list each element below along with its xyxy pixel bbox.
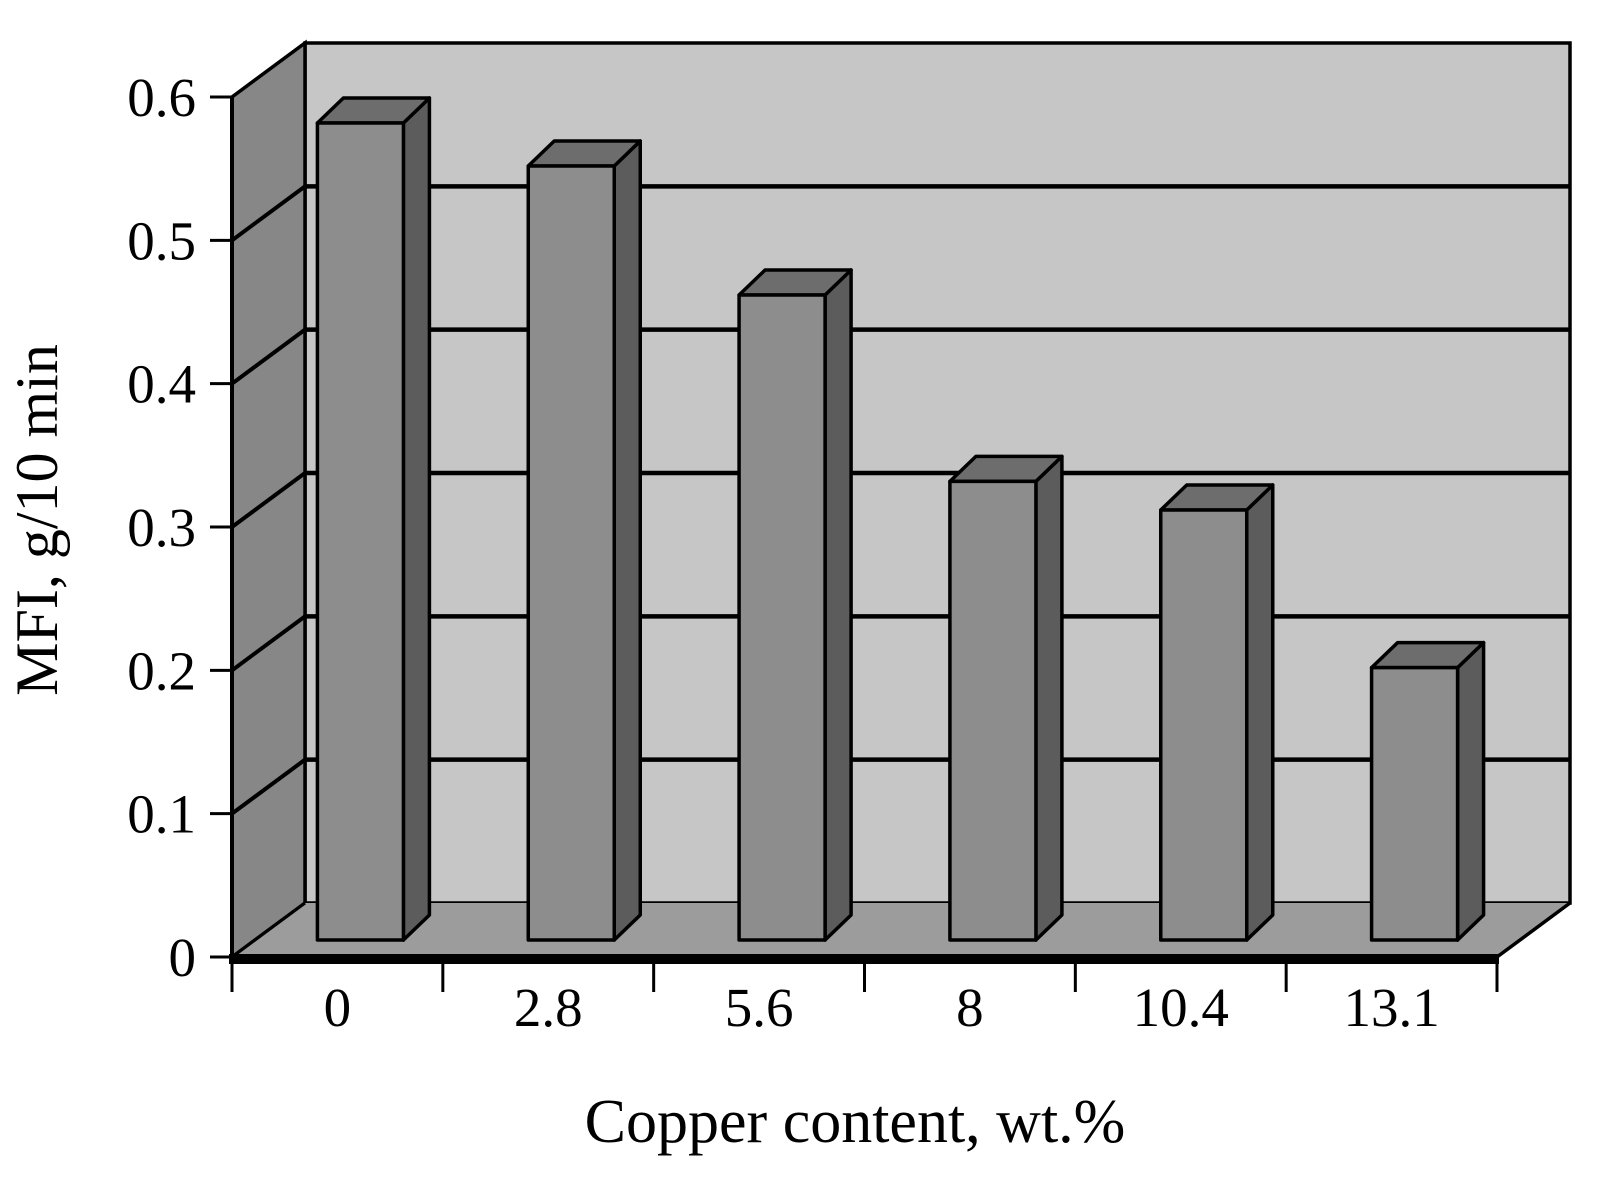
bar-8	[948, 479, 1038, 942]
floor-left-edge	[231, 901, 306, 959]
x-tick-label: 5.6	[725, 977, 794, 1038]
side-wall-gridline	[230, 328, 307, 386]
y-tick-label: 0.6	[127, 67, 196, 128]
bar-side-13.1	[1455, 640, 1486, 942]
y-tick-label: 0.1	[127, 784, 196, 845]
y-tick-label: 0.2	[127, 640, 196, 701]
floor-right-edge	[1495, 901, 1572, 959]
bar-10.4	[1159, 508, 1249, 942]
bar-side-0	[401, 96, 432, 942]
side-wall-gridline	[230, 758, 307, 816]
bar-2.8	[526, 164, 616, 942]
x-tick-label: 2.8	[514, 977, 583, 1038]
y-axis-title: MFI, g/10 min	[4, 344, 70, 696]
side-wall-gridline	[230, 184, 307, 242]
x-tick-label: 10.4	[1133, 977, 1229, 1038]
x-axis-title: Copper content, wt.%	[585, 1088, 1126, 1156]
bar-side-10.4	[1245, 483, 1275, 942]
y-tick-label: 0.4	[127, 354, 196, 415]
bar-13.1	[1369, 665, 1460, 942]
bar-0	[315, 121, 406, 942]
side-wall-gridline	[230, 614, 307, 672]
bar-side-8	[1034, 454, 1064, 942]
x-tick-label: 8	[956, 977, 984, 1038]
bar-side-2.8	[612, 139, 642, 942]
x-tick-label: 13.1	[1343, 977, 1439, 1038]
y-tick-label: 0.5	[127, 210, 196, 271]
bar-5.6	[737, 293, 827, 942]
y-tick-label: 0.3	[127, 497, 196, 558]
side-wall-gridline	[230, 471, 307, 529]
x-tick-label: 0	[324, 977, 352, 1038]
floor	[232, 903, 1570, 957]
bar-side-5.6	[823, 268, 853, 942]
y-tick-label: 0	[169, 927, 197, 988]
plot-area: 0 0.1 0.2 0.3 0.4 0.5 0.6 0 2.8 5.6 8 10.4 13.1	[127, 39, 1572, 1038]
